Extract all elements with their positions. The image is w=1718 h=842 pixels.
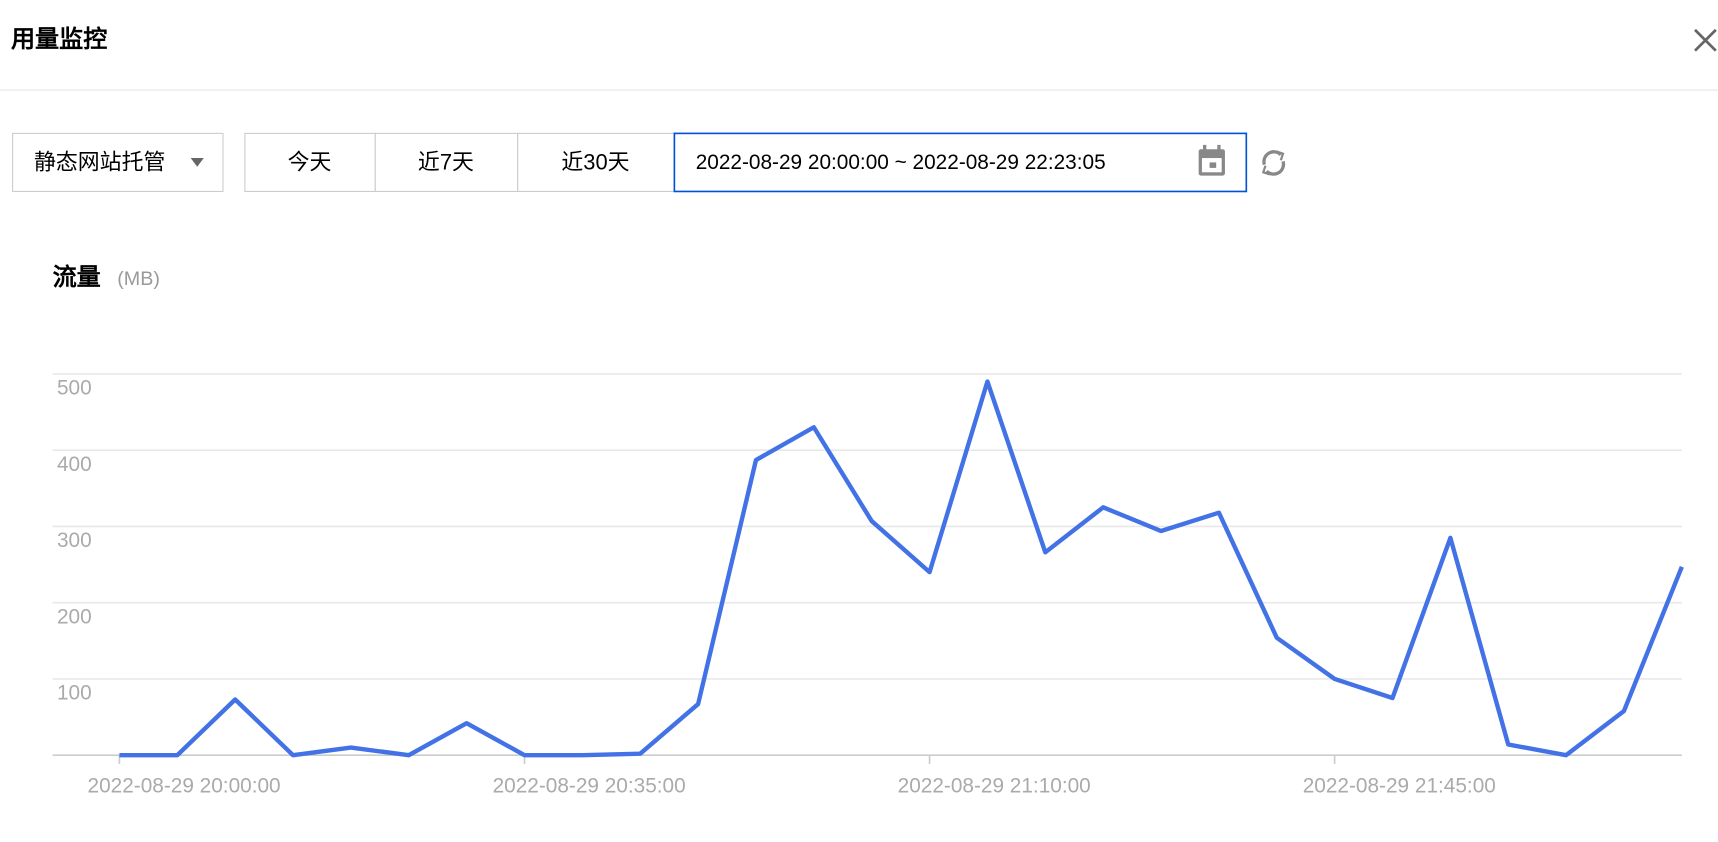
x-tick-label: 2022-08-29 21:45:00 (1303, 774, 1496, 797)
button-frame (374, 132, 519, 193)
x-tick-label: 2022-08-29 20:35:00 (493, 774, 686, 797)
close-button[interactable] (1694, 28, 1717, 52)
dropdown-label: 静态网站托管 (34, 149, 165, 174)
y-tick-label: 300 (57, 529, 92, 552)
y-tick-label: 400 (57, 453, 92, 476)
refresh-button[interactable] (1261, 150, 1286, 176)
product-dropdown[interactable]: 静态网站托管 (12, 132, 224, 193)
button-frame (244, 132, 376, 193)
range-button[interactable]: 近30天 (517, 132, 675, 193)
dialog-title: 用量监控 (11, 25, 107, 53)
y-tick-label: 500 (57, 377, 92, 400)
button-label: 近7天 (418, 149, 474, 174)
chart-unit: (MB) (117, 268, 160, 290)
date-range-picker[interactable]: 2022-08-29 20:00:00 ~ 2022-08-29 22:23:0… (673, 132, 1248, 193)
button-frame (517, 132, 675, 193)
traffic-line (119, 379, 1684, 758)
button-label: 近30天 (561, 149, 629, 174)
chart-title: 流量 (53, 264, 101, 291)
y-tick-label: 200 (57, 606, 92, 629)
date-range-text: 2022-08-29 20:00:00 ~ 2022-08-29 22:23:0… (696, 151, 1106, 174)
range-button[interactable]: 近7天 (374, 132, 519, 193)
range-button[interactable]: 今天 (244, 132, 376, 193)
x-tick-label: 2022-08-29 21:10:00 (898, 774, 1091, 797)
button-label: 今天 (288, 149, 332, 174)
y-tick-label: 100 (57, 682, 92, 705)
x-tick-label: 2022-08-29 20:00:00 (88, 774, 281, 797)
